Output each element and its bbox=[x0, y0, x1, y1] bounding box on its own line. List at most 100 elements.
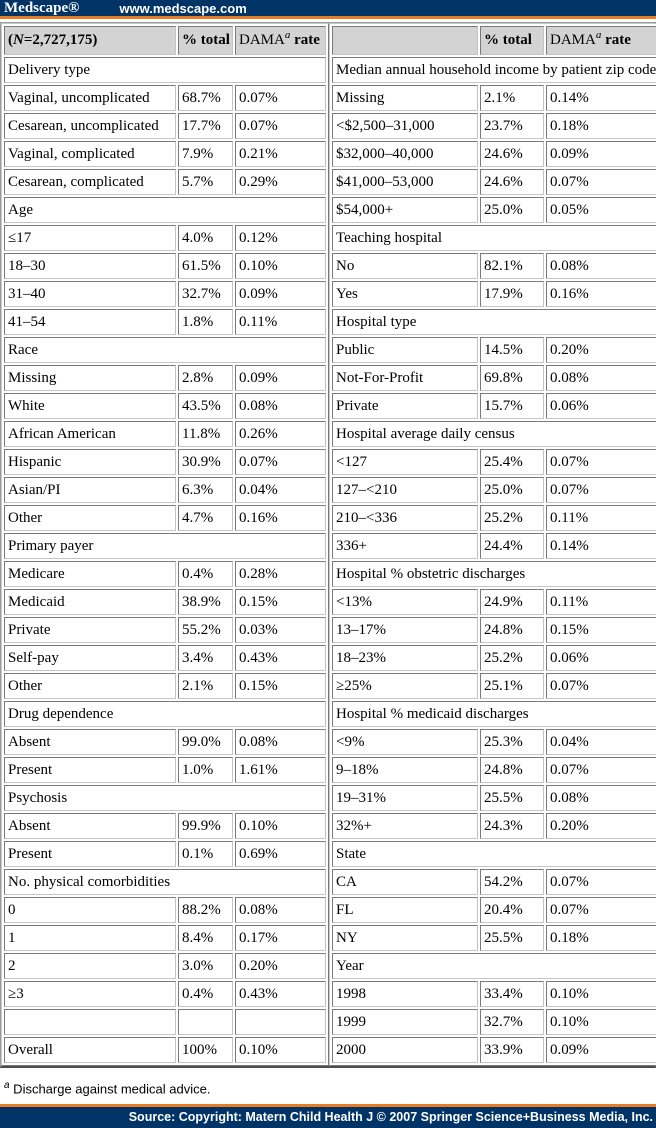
dama-rate-value: 1.61% bbox=[235, 757, 326, 783]
dama-rate-value: 0.08% bbox=[546, 253, 656, 279]
table-row: African American 11.8% 0.26% bbox=[4, 421, 326, 447]
n-symbol: N bbox=[13, 32, 24, 48]
pct-total-value: 82.1% bbox=[480, 253, 544, 279]
rate-label: rate bbox=[601, 32, 631, 48]
row-label: 336+ bbox=[332, 533, 478, 559]
table-row: Self-pay 3.4% 0.43% bbox=[4, 645, 326, 671]
dama-rate-value: 0.69% bbox=[235, 841, 326, 867]
section-header-label: Age bbox=[4, 197, 326, 223]
row-label: Not-For-Profit bbox=[332, 365, 478, 391]
row-label bbox=[4, 1009, 176, 1035]
row-label: 32%+ bbox=[332, 813, 478, 839]
row-label: 1998 bbox=[332, 981, 478, 1007]
row-label: <127 bbox=[332, 449, 478, 475]
row-label: Absent bbox=[4, 729, 176, 755]
table-row: 31–40 32.7% 0.09% bbox=[4, 281, 326, 307]
table-row: $41,000–53,000 24.6% 0.07% bbox=[332, 169, 656, 195]
section-row: Hospital average daily census bbox=[332, 421, 656, 447]
table-row: ≤17 4.0% 0.12% bbox=[4, 225, 326, 251]
pct-total-value: 25.4% bbox=[480, 449, 544, 475]
pct-total-value: 61.5% bbox=[178, 253, 233, 279]
section-row: Hospital type bbox=[332, 309, 656, 335]
footnote: a Discharge against medical advice. bbox=[0, 1068, 656, 1104]
section-row: Age bbox=[4, 197, 326, 223]
table-row: No 82.1% 0.08% bbox=[332, 253, 656, 279]
pct-total-value: 2.1% bbox=[480, 85, 544, 111]
left-table-header-row: (N=2,727,175) % total DAMAa rate bbox=[4, 26, 326, 55]
table-row: Vaginal, complicated 7.9% 0.21% bbox=[4, 141, 326, 167]
medscape-banner: Medscape® www.medscape.com bbox=[0, 0, 656, 19]
pct-total-value: 20.4% bbox=[480, 897, 544, 923]
section-row: Primary payer bbox=[4, 533, 326, 559]
pct-total-value: 25.2% bbox=[480, 645, 544, 671]
dama-rate-value: 0.15% bbox=[235, 673, 326, 699]
dama-rate-value: 0.11% bbox=[546, 505, 656, 531]
table-row: Cesarean, complicated 5.7% 0.29% bbox=[4, 169, 326, 195]
table-row: 127–<210 25.0% 0.07% bbox=[332, 477, 656, 503]
empty-row bbox=[4, 1009, 326, 1035]
dama-rate-value: 0.05% bbox=[546, 197, 656, 223]
row-label: <9% bbox=[332, 729, 478, 755]
pct-total-value: 24.3% bbox=[480, 813, 544, 839]
n-prefix: ( bbox=[8, 32, 13, 48]
table-row: 1 8.4% 0.17% bbox=[4, 925, 326, 951]
dama-rate-value: 0.07% bbox=[546, 869, 656, 895]
section-row: Hospital % medicaid discharges bbox=[332, 701, 656, 727]
row-label: Missing bbox=[4, 365, 176, 391]
dama-rate-value: 0.11% bbox=[546, 589, 656, 615]
dama-rate-value: 0.20% bbox=[235, 953, 326, 979]
dama-rate-value: 0.07% bbox=[546, 757, 656, 783]
table-row: Absent 99.9% 0.10% bbox=[4, 813, 326, 839]
table-row: Yes 17.9% 0.16% bbox=[332, 281, 656, 307]
table-row: 9–18% 24.8% 0.07% bbox=[332, 757, 656, 783]
table-row: Present 1.0% 1.61% bbox=[4, 757, 326, 783]
dama-footnote-marker: a bbox=[595, 29, 602, 41]
table-row: 18–23% 25.2% 0.06% bbox=[332, 645, 656, 671]
row-label: Medicaid bbox=[4, 589, 176, 615]
table-row: Missing 2.1% 0.14% bbox=[332, 85, 656, 111]
blank-header bbox=[332, 26, 478, 55]
dama-label: DAMA bbox=[550, 32, 596, 48]
section-header-label: Year bbox=[332, 953, 656, 979]
row-label: $32,000–40,000 bbox=[332, 141, 478, 167]
dama-rate-header: DAMAa rate bbox=[546, 26, 656, 55]
row-label: Public bbox=[332, 337, 478, 363]
row-label: 41–54 bbox=[4, 309, 176, 335]
row-label: <13% bbox=[332, 589, 478, 615]
dama-rate-value: 0.29% bbox=[235, 169, 326, 195]
table-row: Medicaid 38.9% 0.15% bbox=[4, 589, 326, 615]
pct-total-value: 6.3% bbox=[178, 477, 233, 503]
dama-rate-value: 0.09% bbox=[235, 365, 326, 391]
table-row: <127 25.4% 0.07% bbox=[332, 449, 656, 475]
pct-total-value: 33.9% bbox=[480, 1037, 544, 1063]
dama-footnote-marker: a bbox=[284, 29, 291, 41]
pct-total-value: 24.8% bbox=[480, 617, 544, 643]
pct-total-value: 17.9% bbox=[480, 281, 544, 307]
dama-rate-value: 0.15% bbox=[546, 617, 656, 643]
row-label: Asian/PI bbox=[4, 477, 176, 503]
pct-total-value: 24.9% bbox=[480, 589, 544, 615]
row-label: Private bbox=[4, 617, 176, 643]
dama-rate-value: 0.04% bbox=[546, 729, 656, 755]
table-row: Private 15.7% 0.06% bbox=[332, 393, 656, 419]
table-row: 210–<336 25.2% 0.11% bbox=[332, 505, 656, 531]
table-row: Other 4.7% 0.16% bbox=[4, 505, 326, 531]
pct-total-value: 25.0% bbox=[480, 197, 544, 223]
dama-rate-value: 0.10% bbox=[546, 1009, 656, 1035]
table-row: ≥3 0.4% 0.43% bbox=[4, 981, 326, 1007]
dama-rate-value: 0.16% bbox=[546, 281, 656, 307]
table-row: 1998 33.4% 0.10% bbox=[332, 981, 656, 1007]
table-row: ≥25% 25.1% 0.07% bbox=[332, 673, 656, 699]
row-label: 19–31% bbox=[332, 785, 478, 811]
table-row: FL 20.4% 0.07% bbox=[332, 897, 656, 923]
table-row: 13–17% 24.8% 0.15% bbox=[332, 617, 656, 643]
pct-total-value: 0.1% bbox=[178, 841, 233, 867]
dama-rate-value: 0.17% bbox=[235, 925, 326, 951]
section-header-label: Teaching hospital bbox=[332, 225, 656, 251]
table-row: NY 25.5% 0.18% bbox=[332, 925, 656, 951]
pct-total-value: 25.5% bbox=[480, 925, 544, 951]
table-row: 32%+ 24.3% 0.20% bbox=[332, 813, 656, 839]
dama-label: DAMA bbox=[239, 32, 285, 48]
dama-rate-value: 0.07% bbox=[546, 477, 656, 503]
pct-total-value: 4.0% bbox=[178, 225, 233, 251]
